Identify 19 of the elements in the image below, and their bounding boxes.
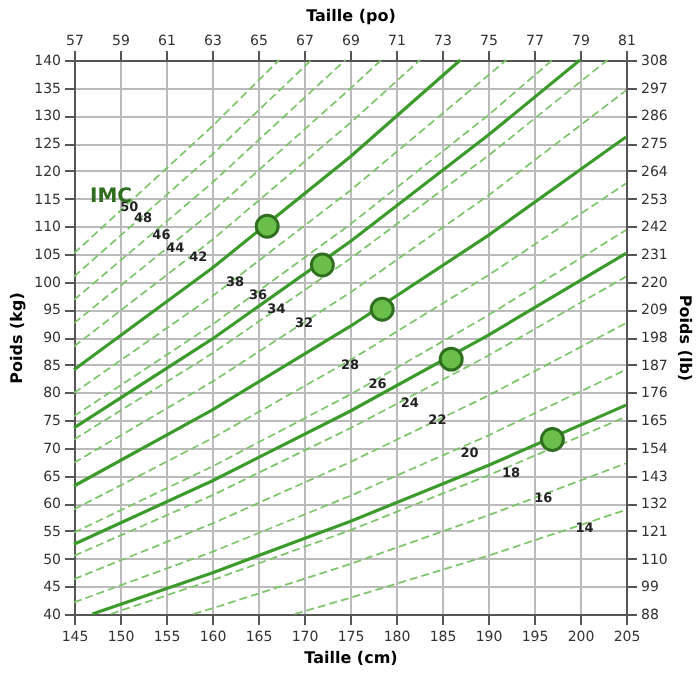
line-series [73, 59, 508, 394]
point [369, 296, 395, 322]
line-series [73, 59, 421, 348]
line-series [293, 508, 627, 615]
point [309, 252, 335, 278]
point [254, 213, 280, 239]
line-series [73, 89, 627, 464]
line-series [73, 182, 627, 511]
y-axis-title: Poids (kg) [8, 292, 27, 384]
line-series [72, 135, 628, 488]
line-series [192, 462, 627, 615]
point [539, 427, 565, 452]
y2-axis-title: Poids (lb) [675, 294, 694, 382]
line-series [72, 58, 462, 372]
x2-axis-title: Taille (po) [306, 7, 396, 25]
line-series [73, 368, 627, 604]
x-axis-title: Taille (cm) [304, 649, 398, 667]
line-series [73, 59, 383, 325]
point [438, 346, 464, 372]
